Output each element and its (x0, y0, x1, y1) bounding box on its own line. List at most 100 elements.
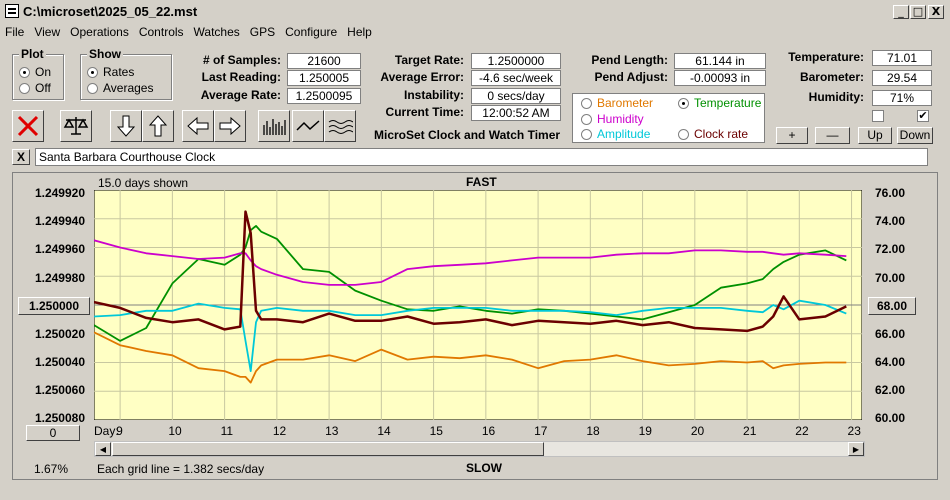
data-lines (94, 210, 847, 384)
left-axis-label-3: 1.249980 (34, 271, 85, 285)
day-tick-17: 17 (534, 424, 548, 438)
scroll-up-button[interactable] (142, 110, 174, 142)
days-shown-label: 15.0 days shown (98, 176, 189, 190)
show-rates-radio[interactable]: Rates (87, 64, 134, 80)
show-rates-label: Rates (103, 65, 135, 79)
average-rate-field: 1.2500095 (287, 88, 361, 104)
menu-configure[interactable]: Configure (285, 25, 338, 39)
line-view-button[interactable] (292, 110, 324, 142)
sensor-barometer-radio[interactable]: Barometer (581, 95, 653, 111)
series-line-barometer (94, 331, 847, 384)
scroll-left-button[interactable] (182, 110, 214, 142)
left-axis-label-5: 1.250020 (34, 327, 85, 341)
last-reading-field: 1.250005 (287, 70, 361, 86)
left-axis-label-2: 1.249960 (34, 242, 85, 256)
clear-clock-name-button[interactable]: X (12, 149, 30, 165)
day-tick-10: 10 (168, 424, 182, 438)
scroll-right-arrow-icon[interactable]: ▶ (848, 442, 864, 456)
temperature-label: Temperature: (788, 50, 864, 64)
grid-lines (94, 190, 862, 420)
samples-field: 21600 (287, 53, 361, 69)
pend-length-label: Pend Length: (591, 53, 668, 67)
sensor-temperature-radio[interactable]: Temperature (678, 95, 761, 111)
checkbox-right[interactable]: ✔ (917, 110, 929, 122)
radio-icon (19, 82, 30, 94)
show-averages-label: Averages (103, 81, 154, 95)
radio-icon (581, 113, 592, 125)
arrow-left-icon (187, 116, 209, 136)
radio-icon (87, 82, 98, 94)
stop-button[interactable] (12, 110, 44, 142)
sensor-clockrate-radio[interactable]: Clock rate (678, 126, 748, 142)
sensor-select-box: Barometer Temperature Humidity Amplitude… (572, 93, 765, 143)
left-axis-label-7: 1.250060 (34, 383, 85, 397)
plot-on-label: On (35, 65, 52, 79)
day-tick-9: 9 (116, 424, 123, 438)
day-tick-12: 12 (272, 424, 287, 438)
current-time-field: 12:00:52 AM (471, 105, 561, 121)
pend-length-field: 61.144 in (674, 53, 766, 69)
maximize-button[interactable]: □ (910, 5, 926, 19)
target-rate-field[interactable]: 1.2500000 (471, 53, 561, 69)
plot-off-radio[interactable]: Off (19, 80, 51, 96)
center-sensor-button[interactable]: 68.00 (868, 297, 916, 315)
scroll-down-button[interactable] (110, 110, 142, 142)
up-button[interactable]: Up (858, 127, 892, 144)
window-title: C:\microset\2025_05_22.mst (23, 3, 198, 19)
temperature-field: 71.01 (872, 50, 932, 66)
menu-view[interactable]: View (34, 25, 61, 39)
close-button[interactable]: X (928, 5, 944, 19)
menu-operations[interactable]: Operations (70, 25, 129, 39)
day-tick-14: 14 (377, 424, 391, 438)
checkmark-icon: ✔ (918, 110, 928, 122)
horizontal-scrollbar[interactable]: ◀ ▶ (94, 441, 865, 457)
minimize-button[interactable]: _ (893, 5, 909, 19)
clock-name-input[interactable]: Santa Barbara Courthouse Clock (35, 148, 928, 166)
balance-button[interactable] (60, 110, 92, 142)
menu-file[interactable]: File (5, 25, 25, 39)
plus-button[interactable]: + (776, 127, 808, 144)
arrow-right-icon (219, 116, 241, 136)
plot-area[interactable] (94, 190, 862, 420)
sensor-amplitude-radio[interactable]: Amplitude (581, 126, 650, 142)
scroll-right-button[interactable] (214, 110, 246, 142)
day-tick-22: 22 (795, 424, 809, 438)
average-rate-label: Average Rate: (200, 88, 281, 102)
scrollbar-thumb[interactable] (112, 442, 544, 456)
left-axis-label-0: 1.249920 (34, 186, 85, 200)
histogram-button[interactable] (258, 110, 290, 142)
wave-view-button[interactable] (324, 110, 356, 142)
right-axis-label-1: 74.00 (875, 214, 906, 228)
day-tick-23: 23 (847, 424, 861, 438)
center-rate-button[interactable]: 1.250000 (18, 297, 90, 315)
show-averages-radio[interactable]: Averages (87, 80, 153, 96)
day-tick-15: 15 (429, 424, 443, 438)
wave-icon (328, 120, 353, 134)
sensor-humidity-radio[interactable]: Humidity (581, 111, 644, 127)
right-axis-label-2: 72.00 (875, 242, 906, 256)
barometer-label: Barometer: (799, 70, 864, 84)
day-tick-19: 19 (638, 424, 652, 438)
plot-on-radio[interactable]: On (19, 64, 51, 80)
menu-bar: File View Operations Controls Watches GP… (0, 23, 950, 41)
day-tick-16: 16 (481, 424, 496, 438)
pend-adjust-field: -0.00093 in (674, 70, 766, 86)
menu-watches[interactable]: Watches (193, 25, 240, 39)
sensor-amplitude-label: Amplitude (597, 127, 651, 141)
menu-gps[interactable]: GPS (249, 25, 276, 39)
scroll-left-arrow-icon[interactable]: ◀ (95, 442, 111, 456)
zero-offset-button[interactable]: 0 (26, 425, 80, 441)
slow-label: SLOW (466, 461, 502, 475)
arrow-up-icon (148, 115, 168, 137)
last-reading-label: Last Reading: (201, 70, 281, 84)
radio-icon (678, 128, 689, 140)
sensor-barometer-label: Barometer (597, 96, 654, 110)
menu-help[interactable]: Help (347, 25, 372, 39)
balance-scale-icon (63, 117, 89, 135)
show-group: Show Rates Averages (80, 47, 172, 100)
down-button[interactable]: Down (897, 127, 933, 144)
fast-label: FAST (466, 175, 497, 189)
checkbox-left[interactable] (872, 110, 884, 122)
minus-button[interactable]: — (815, 127, 850, 144)
menu-controls[interactable]: Controls (138, 25, 184, 39)
